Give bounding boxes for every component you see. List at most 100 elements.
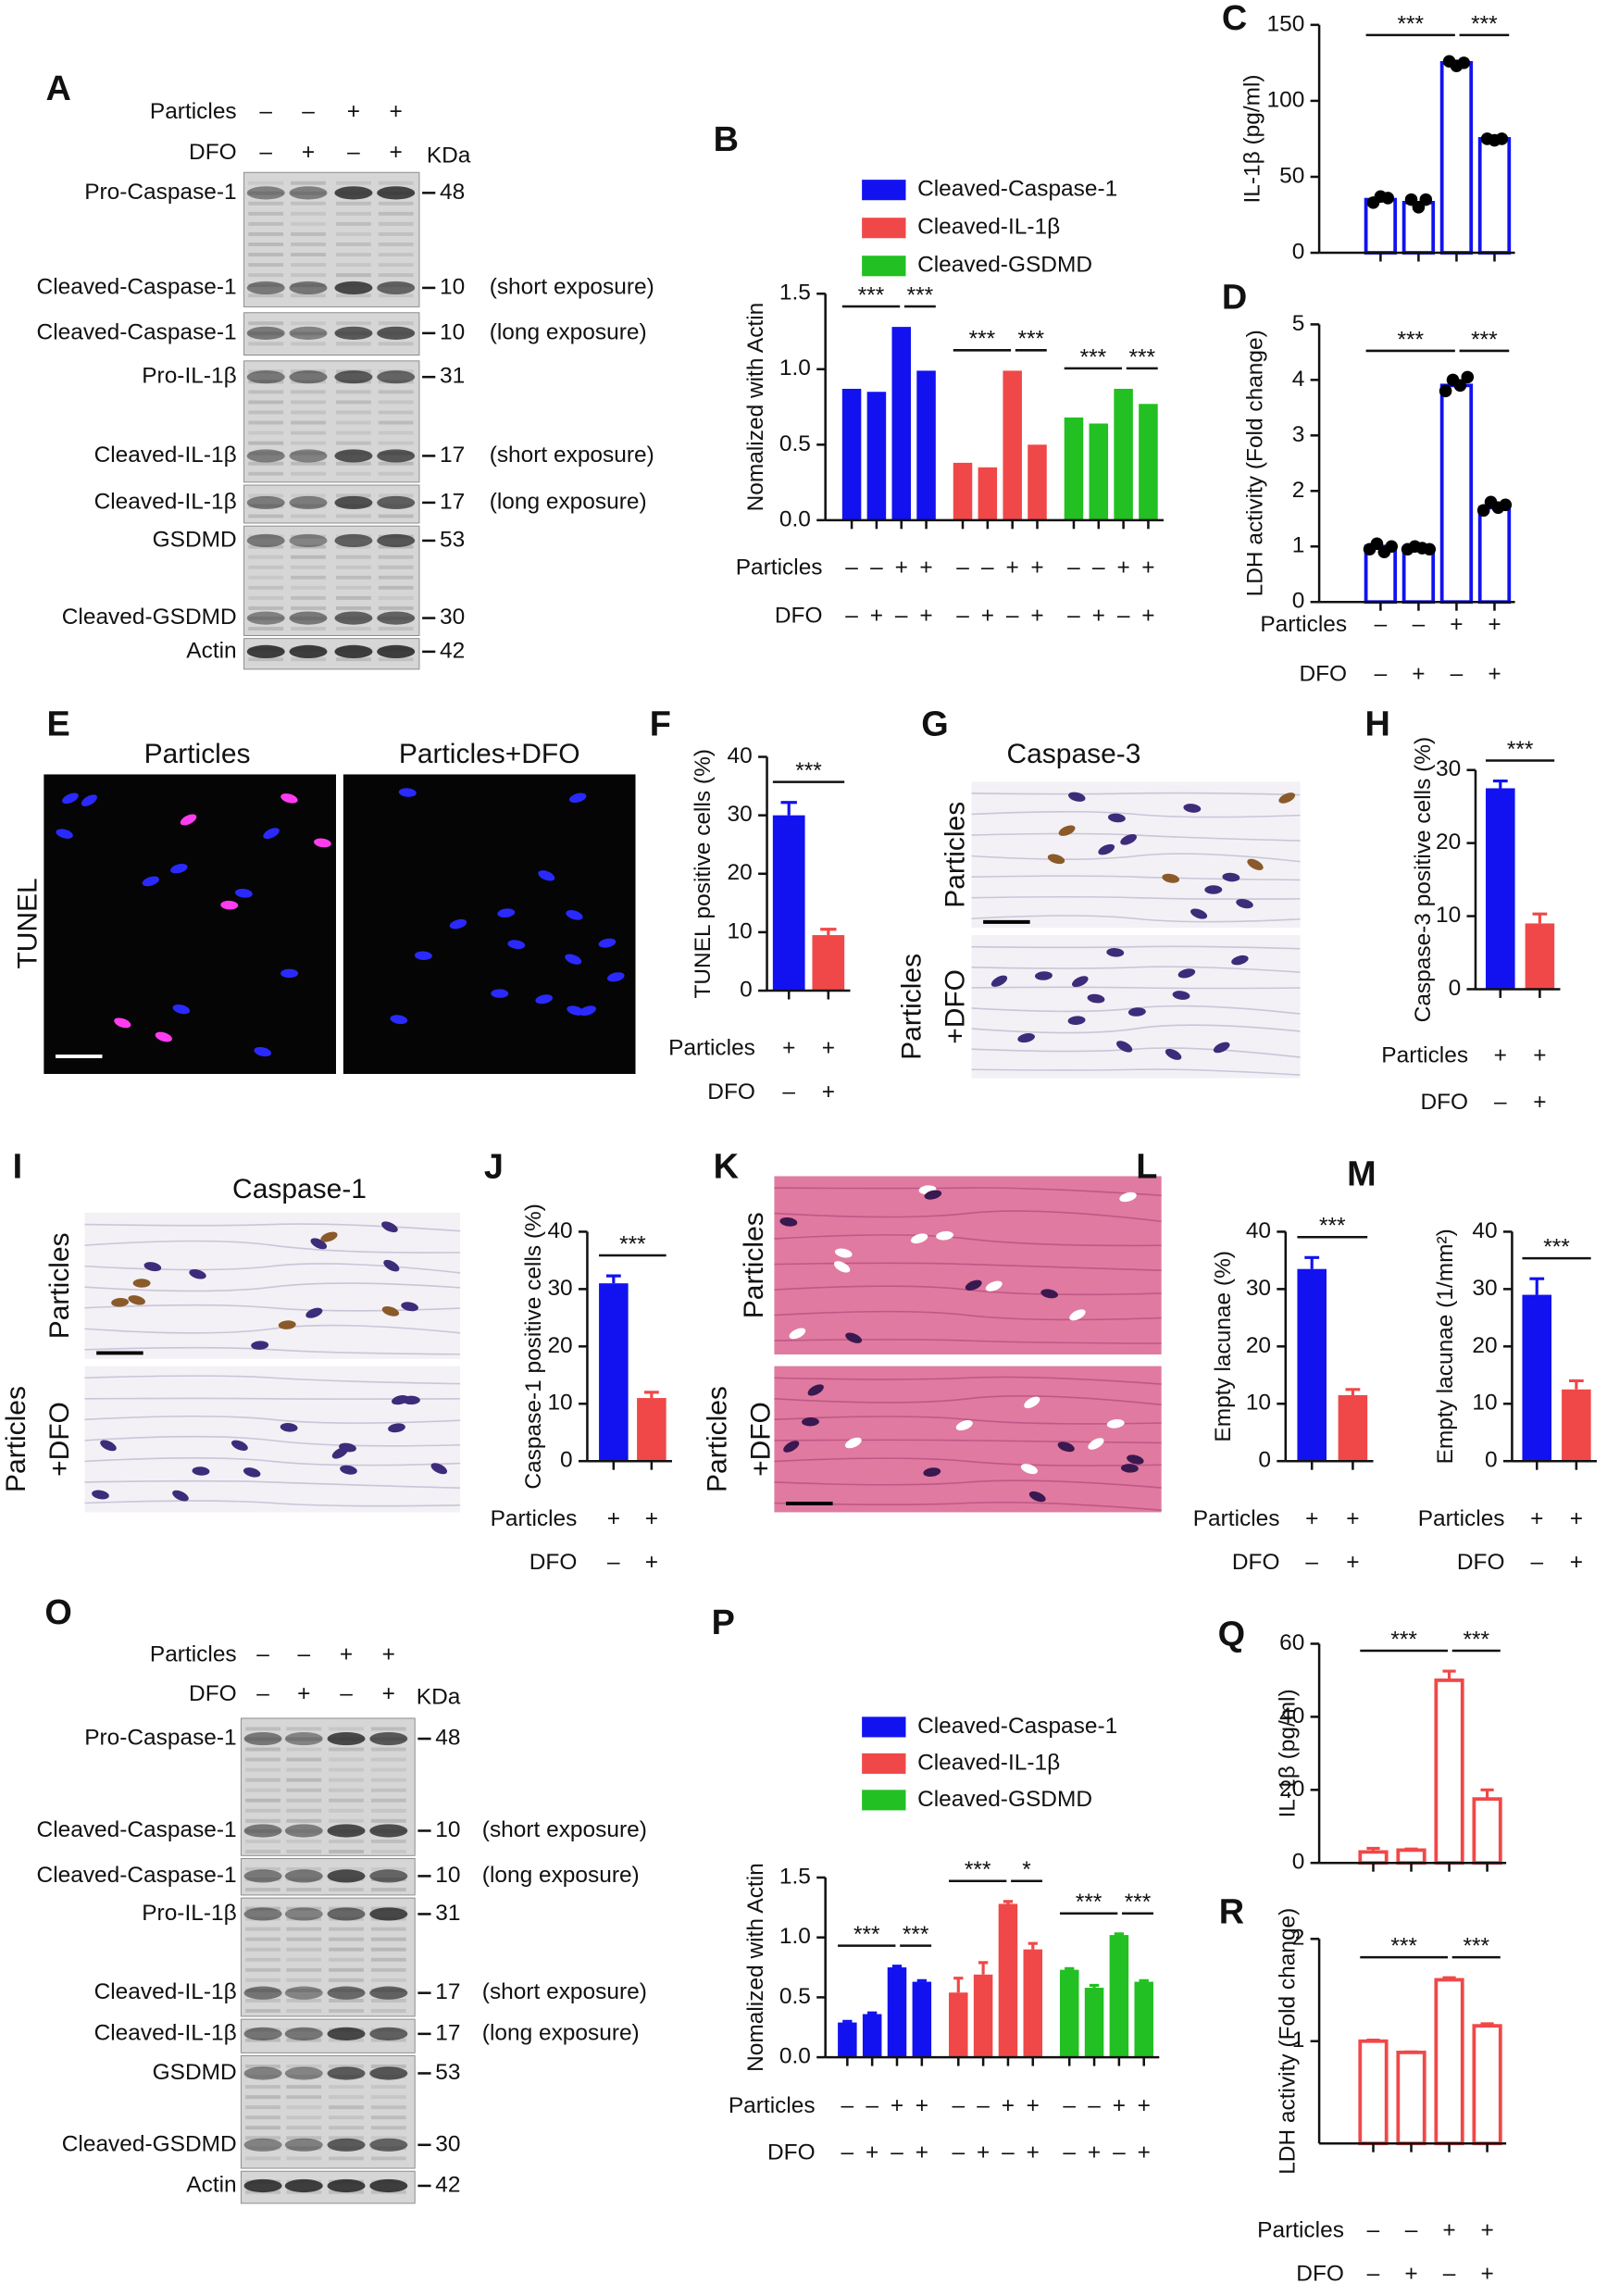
blot-smear bbox=[370, 1967, 406, 1972]
row-label: Particles bbox=[739, 1212, 769, 1318]
legend-label: Cleaved-GSDMD bbox=[917, 253, 1092, 278]
marker-label: 31 bbox=[440, 364, 465, 389]
condition-label: DFO bbox=[189, 1681, 237, 1706]
y-tick-label: 20 bbox=[1472, 1333, 1497, 1358]
blot-smear bbox=[286, 1808, 322, 1813]
condition-sign: + bbox=[1488, 662, 1501, 687]
blot-smear bbox=[378, 420, 414, 425]
bar bbox=[1439, 383, 1474, 605]
data-point bbox=[1370, 537, 1384, 551]
blot-smear bbox=[245, 2095, 281, 2100]
significance-label: *** bbox=[1463, 1627, 1489, 1652]
blot-band bbox=[327, 1907, 366, 1921]
blot-smear bbox=[291, 555, 326, 559]
blot-smear bbox=[248, 430, 284, 435]
bar bbox=[1396, 1848, 1426, 1866]
row-label: Particles bbox=[941, 802, 971, 908]
condition-sign: – bbox=[1113, 2140, 1126, 2165]
condition-sign: + bbox=[782, 1036, 795, 1061]
bar bbox=[916, 370, 936, 520]
nucleus bbox=[170, 864, 188, 874]
bar bbox=[1525, 923, 1555, 990]
tissue-fiber bbox=[971, 810, 1301, 818]
blot-smear bbox=[329, 1757, 364, 1762]
blot-smear bbox=[329, 1937, 364, 1941]
tissue-fiber bbox=[971, 915, 1301, 923]
condition-sign: – bbox=[1006, 603, 1019, 628]
blot-smear bbox=[370, 1957, 406, 1962]
condition-label: Particles bbox=[1257, 2217, 1344, 2242]
y-tick-label: 0 bbox=[1292, 240, 1305, 265]
significance-label: *** bbox=[1463, 1934, 1489, 1959]
blot-smear bbox=[329, 1978, 364, 1982]
blot-smear bbox=[329, 1957, 364, 1962]
nucleus bbox=[1116, 1041, 1133, 1053]
tissue-fiber bbox=[84, 1435, 461, 1447]
condition-label: DFO bbox=[707, 1079, 755, 1104]
error-bar bbox=[605, 1274, 621, 1284]
blot-smear bbox=[378, 273, 414, 278]
y-tick-label: 20 bbox=[1436, 830, 1461, 855]
blot-smear bbox=[291, 211, 326, 216]
y-tick-label: 30 bbox=[1472, 1276, 1497, 1301]
blot-smear bbox=[370, 1798, 406, 1803]
blot-band bbox=[327, 2027, 366, 2040]
condition-label: Particles bbox=[150, 1642, 237, 1667]
nucleus bbox=[1107, 813, 1126, 823]
blot-smear bbox=[378, 441, 414, 445]
blot-smear bbox=[245, 1937, 281, 1941]
condition-sign: + bbox=[866, 2140, 878, 2165]
nucleus bbox=[280, 968, 299, 979]
blot-smear bbox=[245, 1850, 281, 1853]
nucleus bbox=[1020, 1464, 1038, 1475]
blot-smear bbox=[248, 231, 284, 236]
nucleus bbox=[779, 1217, 798, 1227]
data-point bbox=[1476, 504, 1490, 518]
marker-label: 17 bbox=[435, 1979, 460, 2004]
y-tick-label: 0 bbox=[740, 977, 753, 1002]
marker-label: 31 bbox=[435, 1901, 460, 1926]
nucleus bbox=[845, 1332, 863, 1343]
blot-band bbox=[377, 611, 416, 625]
data-point bbox=[1385, 540, 1399, 554]
condition-sign: + bbox=[390, 140, 403, 165]
error-bar bbox=[1114, 1932, 1125, 1936]
blot-smear bbox=[329, 1866, 364, 1871]
exposure-note: (short exposure) bbox=[482, 1979, 647, 2004]
significance-label: *** bbox=[1397, 327, 1424, 352]
bar bbox=[1472, 2024, 1502, 2146]
exposure-note: (short exposure) bbox=[482, 1817, 647, 1842]
error-bar bbox=[643, 1391, 659, 1399]
blot-band bbox=[289, 644, 328, 658]
nucleus bbox=[111, 1297, 130, 1307]
blot-smear bbox=[286, 1839, 322, 1843]
bar bbox=[599, 1283, 629, 1462]
blot-smear bbox=[286, 2095, 322, 2100]
row-label: +DFO bbox=[941, 969, 971, 1044]
nucleus bbox=[535, 994, 554, 1004]
legend-swatch bbox=[862, 1716, 906, 1738]
exposure-note: (long exposure) bbox=[482, 2020, 640, 2045]
nucleus bbox=[402, 1395, 420, 1405]
blot-smear bbox=[329, 1967, 364, 1972]
nucleus bbox=[802, 1417, 819, 1427]
nucleus bbox=[1204, 885, 1223, 894]
band-label: GSDMD bbox=[153, 2060, 237, 2085]
nucleus bbox=[1183, 804, 1202, 813]
nucleus bbox=[1106, 1418, 1125, 1429]
significance-label: *** bbox=[619, 1231, 646, 1256]
blot-smear bbox=[291, 331, 326, 336]
blot-band bbox=[243, 2066, 282, 2080]
blot-smear bbox=[335, 253, 371, 256]
data-point bbox=[1453, 379, 1467, 393]
data-point bbox=[1439, 384, 1452, 398]
tissue-fiber bbox=[971, 853, 1301, 863]
nucleus bbox=[783, 1441, 800, 1453]
condition-sign: + bbox=[919, 555, 932, 580]
blot-smear bbox=[291, 605, 326, 610]
nucleus bbox=[1120, 833, 1137, 845]
blot-smear bbox=[291, 191, 326, 195]
condition-label: DFO bbox=[529, 1550, 578, 1575]
stain-label: TUNEL bbox=[12, 878, 43, 968]
nucleus bbox=[507, 940, 526, 950]
